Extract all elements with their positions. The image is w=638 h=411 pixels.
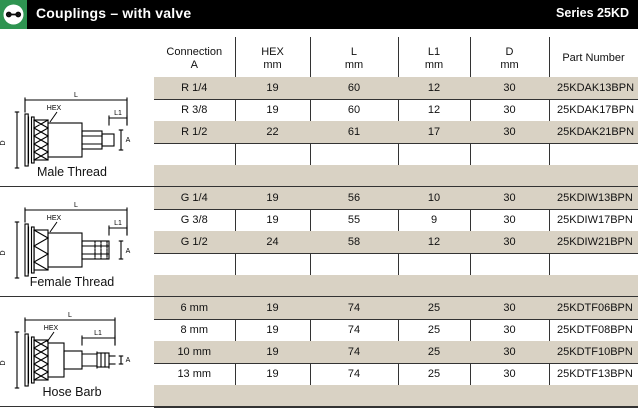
svg-text:L: L [74,92,78,99]
svg-text:L1: L1 [114,110,122,117]
svg-text:HEX: HEX [47,105,62,112]
svg-text:A: A [126,357,131,364]
svg-text:D: D [0,360,7,365]
svg-text:D: D [0,140,7,145]
svg-text:HEX: HEX [47,215,62,222]
svg-text:L1: L1 [114,220,122,227]
svg-text:A: A [126,137,131,144]
svg-text:HEX: HEX [44,325,59,332]
svg-text:L: L [68,312,72,319]
svg-text:L1: L1 [94,330,102,337]
svg-text:D: D [0,250,7,255]
svg-text:L: L [74,202,78,209]
svg-text:A: A [126,248,131,255]
